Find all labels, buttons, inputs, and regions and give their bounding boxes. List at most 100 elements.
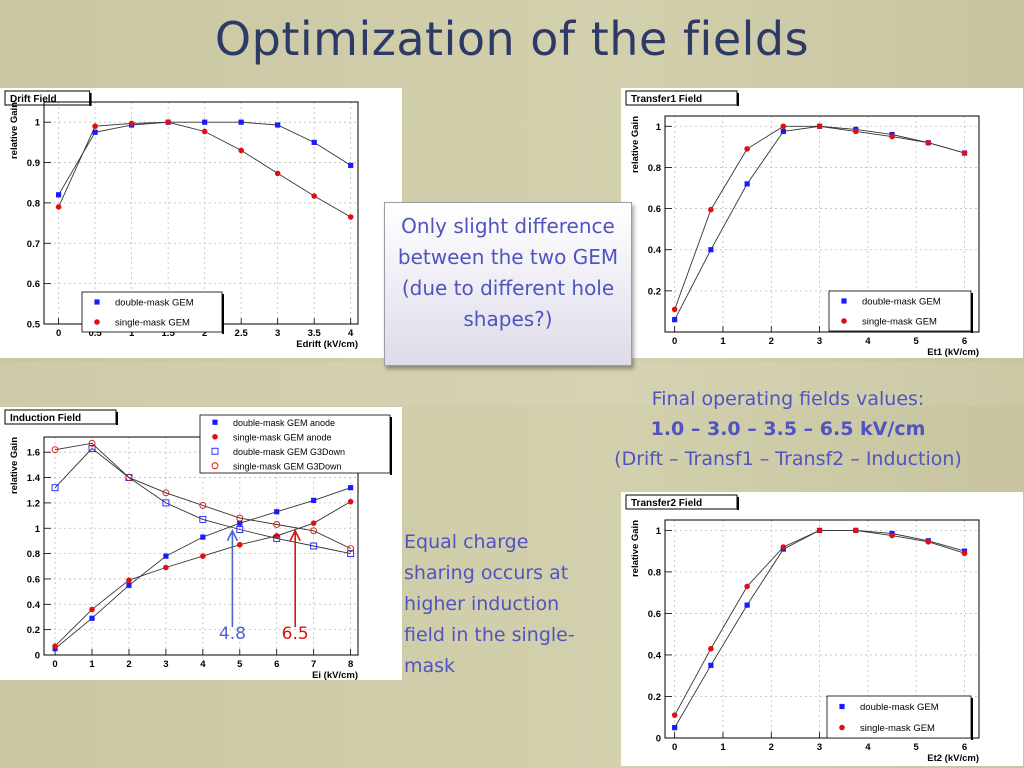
data-point <box>238 147 244 154</box>
x-tick-label: 7 <box>311 659 316 670</box>
x-tick-label: 1 <box>720 336 726 347</box>
induction-field-svg: Induction Field 0 1 2 3 4 5 6 7 8 0 0.2 0.4 0.6 0.8 1 1.… <box>4 409 392 680</box>
legend-marker <box>841 298 847 304</box>
data-point <box>708 206 714 213</box>
x-axis-label: Ei (kV/cm) <box>312 670 358 680</box>
y-tick-label: 0.8 <box>648 567 661 578</box>
y-tick-label: 0.2 <box>27 625 40 636</box>
data-point <box>56 192 62 198</box>
data-point <box>55 204 62 210</box>
data-point <box>348 162 354 168</box>
legend-label: single-mask GEM <box>115 318 190 329</box>
legend-label: single-mask GEM <box>860 723 935 734</box>
x-axis-label: Et2 (kV/cm) <box>927 753 979 764</box>
data-point <box>780 544 787 550</box>
legend-label: double-mask GEM G3Down <box>233 447 345 457</box>
data-point <box>347 545 355 552</box>
data-point <box>200 534 206 540</box>
chart-title-shadow <box>737 497 739 510</box>
x-tick-label: 3 <box>817 742 822 753</box>
data-point <box>199 515 207 523</box>
data-point <box>311 193 317 199</box>
legend-shadow <box>390 417 392 475</box>
data-point <box>273 533 280 539</box>
y-tick-label: 0.6 <box>27 279 40 290</box>
y-axis-label: relative Gain <box>630 520 641 577</box>
x-tick-label: 8 <box>348 659 353 670</box>
final-fields-values: 1.0 – 3.0 – 3.5 – 6.5 kV/cm <box>650 418 926 440</box>
data-point <box>347 214 354 220</box>
data-point <box>51 446 59 454</box>
background-stripe <box>0 362 1024 406</box>
data-point <box>238 119 244 125</box>
annotation-label: 6.5 <box>282 624 309 644</box>
data-point <box>125 474 133 482</box>
series-line <box>55 442 351 549</box>
legend-label: single-mask GEM anode <box>233 432 332 442</box>
final-fields-line1: Final operating fields values: <box>651 388 925 410</box>
data-point <box>671 712 678 718</box>
y-tick-label: 0.2 <box>648 286 661 297</box>
y-tick-label: 1 <box>656 526 662 537</box>
chart-title: Transfer1 Field <box>631 94 702 105</box>
y-tick-label: 0.4 <box>27 600 41 611</box>
series-line <box>674 529 965 716</box>
plot-frame <box>664 115 980 333</box>
y-tick-label: 0 <box>656 734 661 745</box>
x-tick-label: 0.5 <box>89 328 103 339</box>
data-point <box>126 582 132 588</box>
legend-marker <box>839 703 845 710</box>
y-tick-label: 0.4 <box>648 650 662 661</box>
data-point <box>889 133 895 140</box>
data-point <box>273 534 281 542</box>
data-point <box>51 484 59 492</box>
y-tick-label: 1 <box>35 524 41 535</box>
data-point <box>165 119 171 125</box>
data-point <box>275 122 281 128</box>
y-axis-label: relative Gain <box>9 102 20 159</box>
data-point <box>347 498 354 505</box>
data-point <box>236 526 244 533</box>
data-point <box>162 499 170 507</box>
data-point <box>744 583 750 590</box>
legend-box <box>81 291 223 333</box>
legend-label: double-mask GEM <box>862 297 941 308</box>
legend-box <box>828 290 972 332</box>
y-axis-label: relative Gain <box>9 437 20 494</box>
data-point <box>274 509 280 515</box>
x-tick-label: 2 <box>126 659 131 670</box>
y-tick-label: 0.7 <box>27 239 40 250</box>
data-point <box>89 606 95 613</box>
data-point <box>52 643 58 649</box>
data-point <box>780 123 787 130</box>
x-axis-label: Edrift (kV/cm) <box>296 339 358 350</box>
chart-title-shadow <box>116 412 118 425</box>
x-tick-label: 2 <box>769 742 774 753</box>
x-tick-label: 3 <box>275 328 280 339</box>
data-point <box>853 527 859 534</box>
data-point <box>708 662 714 668</box>
x-tick-label: 4 <box>865 742 871 753</box>
x-tick-label: 0 <box>52 659 57 670</box>
data-point <box>347 550 355 558</box>
data-point <box>88 439 96 447</box>
y-tick-label: 1 <box>35 118 41 129</box>
data-point <box>236 541 243 548</box>
slide-title: Optimization of the fields <box>214 12 810 66</box>
series-line <box>54 447 351 555</box>
x-tick-label: 4 <box>865 336 871 347</box>
drift-field-chart: Drift Field 0 0.5 1 1.5 2 2.5 3 3.5 4 0.5 0.6 0.7 0.8… <box>0 88 402 358</box>
legend-label: double-mask GEM <box>115 298 194 309</box>
x-tick-label: 1 <box>129 328 135 339</box>
y-axis-label: relative Gain <box>630 116 641 173</box>
data-point <box>128 120 135 127</box>
legend-marker <box>841 318 847 324</box>
data-point <box>163 553 169 559</box>
legend-label: single-mask GEM <box>862 317 937 328</box>
legend-shadow <box>222 294 224 334</box>
annotation-arrowhead <box>289 529 301 542</box>
data-point <box>200 553 206 559</box>
x-tick-label: 5 <box>914 336 920 347</box>
data-point <box>201 128 208 135</box>
legend-shadow <box>971 293 973 333</box>
